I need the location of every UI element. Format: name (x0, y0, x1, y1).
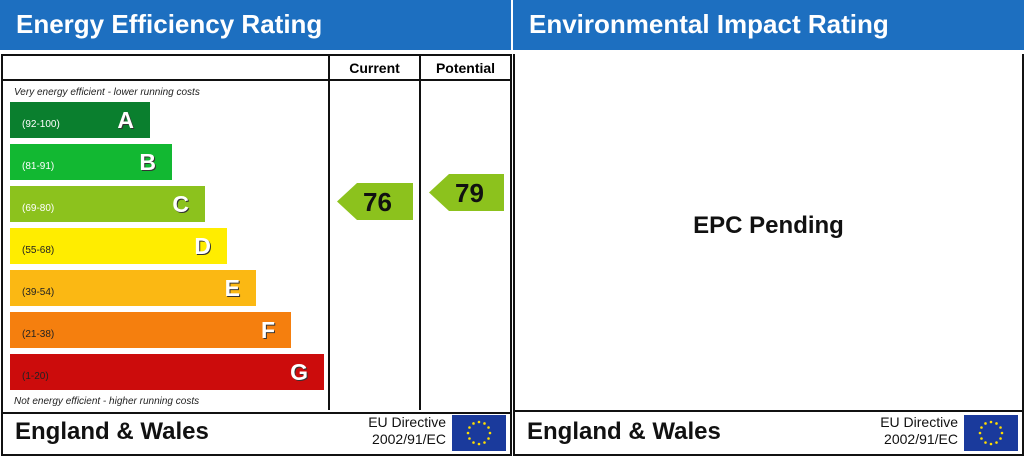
band-range: (1-20) (22, 371, 49, 382)
band-d: (55-68) D (10, 228, 227, 264)
band-letter: C (172, 191, 189, 217)
directive-number: 2002/91/EC (372, 431, 446, 447)
eu-directive: EU Directive 2002/91/EC (368, 414, 446, 448)
band-a: (92-100) A (10, 102, 150, 138)
current-rating-arrow: 76 (337, 183, 413, 220)
band-range: (69-80) (22, 203, 55, 214)
epc-pending-status: EPC Pending (693, 212, 844, 239)
environment-panel: EPC Pending England & Wales EU Directive… (513, 54, 1024, 456)
eu-flag-icon (452, 415, 506, 451)
current-header: Current (349, 60, 400, 76)
top-note: Very energy efficient - lower running co… (14, 87, 200, 98)
energy-title: Energy Efficiency Rating (0, 0, 511, 50)
band-c: (69-80) C (10, 186, 205, 222)
band-range: (21-38) (22, 329, 55, 340)
eu-flag-icon (964, 415, 1018, 451)
footer-region: England & Wales (527, 418, 721, 445)
band-range: (81-91) (22, 161, 55, 172)
band-letter: G (290, 359, 308, 385)
energy-panel: Current Potential Very energy efficient … (1, 54, 512, 456)
band-range: (55-68) (22, 245, 55, 256)
environment-title: Environmental Impact Rating (513, 0, 1024, 50)
band-b: (81-91) B (10, 144, 172, 180)
band-letter: A (117, 107, 134, 133)
band-e: (39-54) E (10, 270, 256, 306)
potential-header: Potential (435, 60, 496, 76)
potential-rating-arrow: 79 (429, 174, 504, 211)
footer-region: England & Wales (15, 418, 209, 445)
directive-number: 2002/91/EC (884, 431, 958, 447)
band-range: (39-54) (22, 287, 55, 298)
eu-directive: EU Directive 2002/91/EC (880, 414, 958, 448)
band-f: (21-38) F (10, 312, 291, 348)
bottom-note: Not energy efficient - higher running co… (14, 396, 200, 407)
band-letter: B (139, 149, 156, 175)
band-range: (92-100) (22, 119, 60, 130)
band-letter: D (194, 233, 211, 259)
band-g: (1-20) G (10, 354, 324, 390)
directive-label: EU Directive (880, 414, 958, 430)
band-letter: F (260, 317, 275, 343)
directive-label: EU Directive (368, 414, 446, 430)
band-letter: E (224, 275, 240, 301)
